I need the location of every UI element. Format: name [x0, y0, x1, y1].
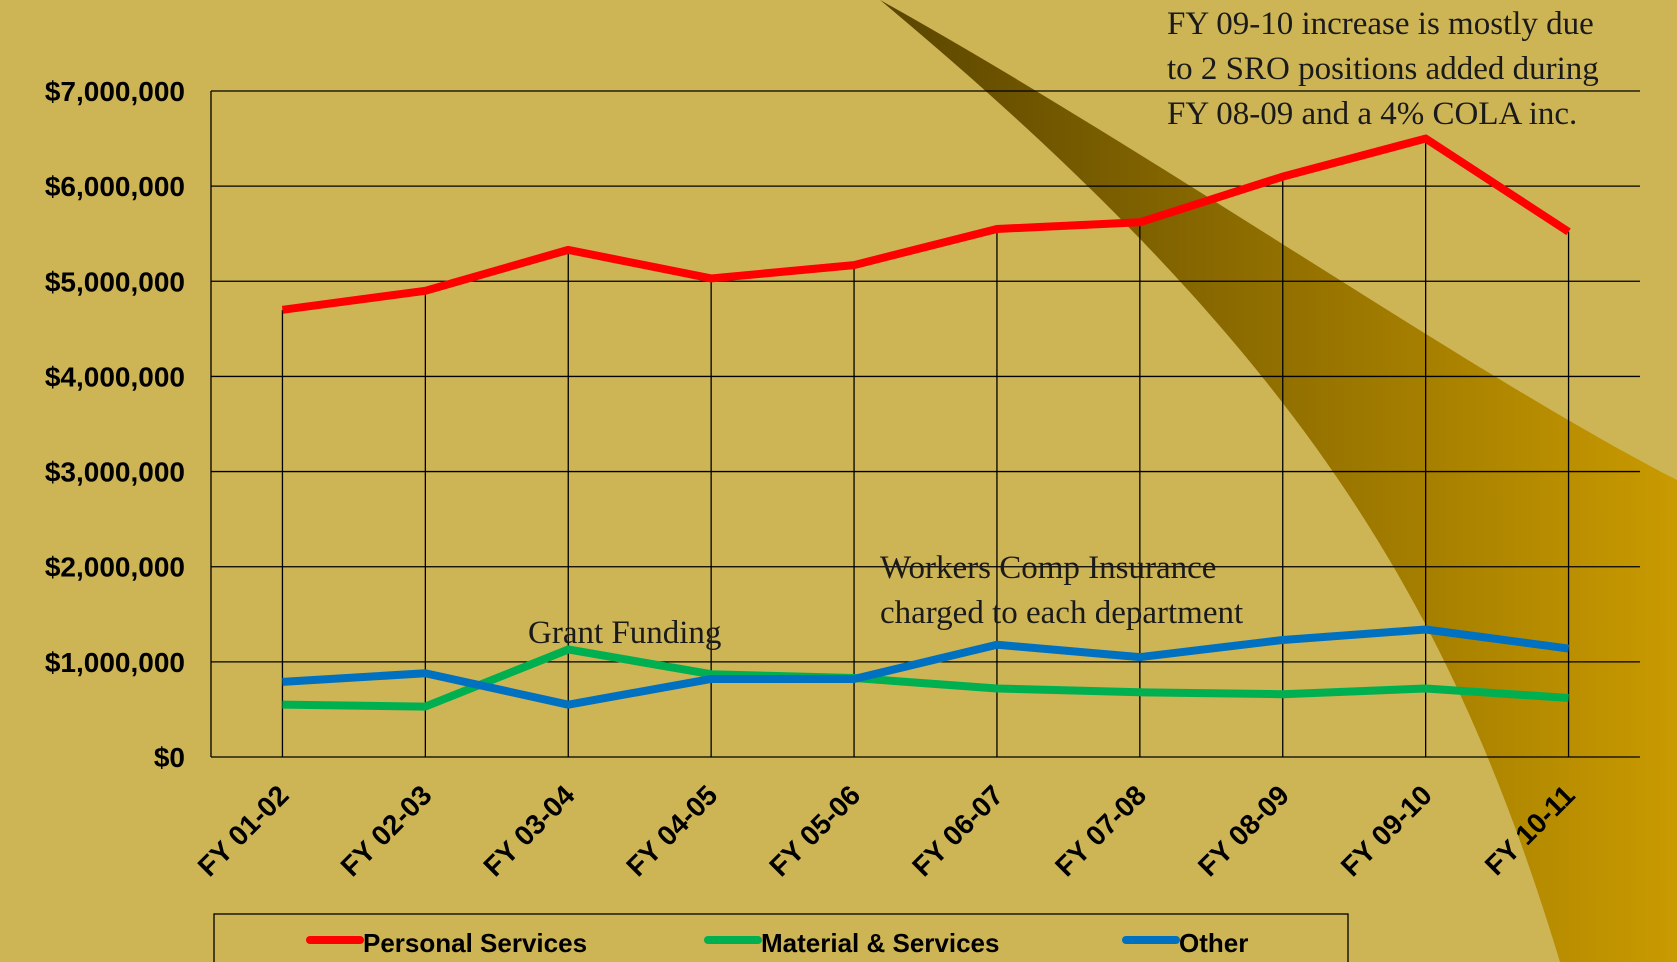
annotation: Grant Funding [528, 615, 721, 651]
legend-label: Other [1179, 928, 1248, 958]
annotation: FY 08-09 and a 4% COLA inc. [1167, 96, 1577, 132]
legend-label: Material & Services [761, 928, 999, 958]
y-tick-label: $5,000,000 [45, 266, 185, 297]
y-tick-label: $7,000,000 [45, 76, 185, 107]
annotation: FY 09-10 increase is mostly due [1167, 6, 1594, 42]
legend-label: Personal Services [363, 928, 587, 958]
y-tick-label: $2,000,000 [45, 552, 185, 583]
annotation: Workers Comp Insurance [880, 550, 1216, 586]
y-tick-label: $3,000,000 [45, 457, 185, 488]
y-tick-label: $1,000,000 [45, 647, 185, 678]
page: $0 $1,000,000 $2,000,000 $3,000,000 $4,000,0… [0, 0, 1677, 962]
y-tick-label: $0 [154, 742, 185, 773]
annotation: charged to each department [880, 595, 1243, 631]
annotation: to 2 SRO positions added during [1167, 51, 1599, 87]
y-tick-label: $6,000,000 [45, 171, 185, 202]
y-tick-label: $4,000,000 [45, 361, 185, 392]
chart: $0 $1,000,000 $2,000,000 $3,000,000 $4,000,0… [0, 0, 1677, 962]
